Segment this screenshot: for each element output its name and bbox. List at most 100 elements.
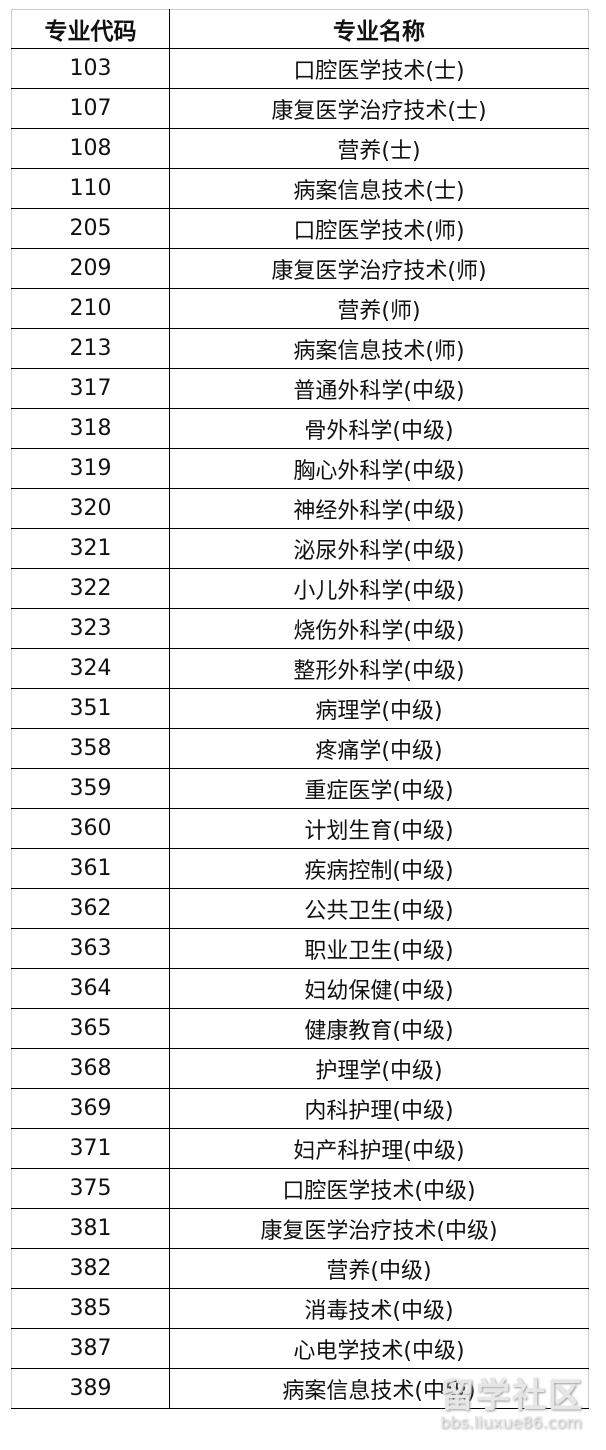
table-row: 358 疼痛学(中级) (11, 728, 589, 769)
cell-code: 387 (11, 1328, 170, 1369)
cell-code: 107 (11, 88, 170, 129)
table-row: 103 口腔医学技术(士) (11, 48, 589, 89)
table-row: 323 烧伤外科学(中级) (11, 608, 589, 649)
cell-code: 320 (11, 488, 170, 529)
cell-name: 疼痛学(中级) (169, 728, 589, 769)
header-row: 专业代码 专业名称 (11, 9, 589, 49)
cell-name: 整形外科学(中级) (169, 648, 589, 689)
cell-name: 妇幼保健(中级) (169, 968, 589, 1009)
cell-code: 103 (11, 48, 170, 89)
cell-code: 108 (11, 128, 170, 169)
cell-name: 职业卫生(中级) (169, 928, 589, 969)
cell-name: 疾病控制(中级) (169, 848, 589, 889)
cell-name: 心电学技术(中级) (169, 1328, 589, 1369)
cell-name: 神经外科学(中级) (169, 488, 589, 529)
cell-name: 口腔医学技术(中级) (169, 1168, 589, 1209)
cell-code: 389 (11, 1368, 170, 1409)
table-row: 368 护理学(中级) (11, 1048, 589, 1089)
cell-code: 385 (11, 1288, 170, 1329)
watermark-url: bbs.liuxue86.com (440, 1413, 582, 1432)
cell-code: 361 (11, 848, 170, 889)
cell-name: 病案信息技术(师) (169, 328, 589, 369)
cell-code: 322 (11, 568, 170, 609)
cell-code: 209 (11, 248, 170, 289)
cell-code: 364 (11, 968, 170, 1009)
table-row: 351 病理学(中级) (11, 688, 589, 729)
cell-name: 烧伤外科学(中级) (169, 608, 589, 649)
table-row: 321 泌尿外科学(中级) (11, 528, 589, 569)
table-row: 371 妇产科护理(中级) (11, 1128, 589, 1169)
cell-code: 381 (11, 1208, 170, 1249)
table-row: 361 疾病控制(中级) (11, 848, 589, 889)
cell-name: 口腔医学技术(士) (169, 48, 589, 89)
table-row: 360 计划生育(中级) (11, 808, 589, 849)
cell-code: 365 (11, 1008, 170, 1049)
specialty-table: 专业代码 专业名称 103 口腔医学技术(士) 107 康复医学治疗技术(士) 108 营… (11, 9, 589, 1409)
cell-name: 小儿外科学(中级) (169, 568, 589, 609)
table-row: 375 口腔医学技术(中级) (11, 1168, 589, 1209)
cell-code: 371 (11, 1128, 170, 1169)
cell-name: 消毒技术(中级) (169, 1288, 589, 1329)
table-row: 213 病案信息技术(师) (11, 328, 589, 369)
cell-name: 护理学(中级) (169, 1048, 589, 1089)
cell-code: 363 (11, 928, 170, 969)
cell-code: 382 (11, 1248, 170, 1289)
table-row: 107 康复医学治疗技术(士) (11, 88, 589, 129)
cell-name: 公共卫生(中级) (169, 888, 589, 929)
cell-name: 泌尿外科学(中级) (169, 528, 589, 569)
table-row: 110 病案信息技术(士) (11, 168, 589, 209)
cell-code: 362 (11, 888, 170, 929)
cell-name: 康复医学治疗技术(中级) (169, 1208, 589, 1249)
cell-name: 内科护理(中级) (169, 1088, 589, 1129)
cell-name: 病案信息技术(士) (169, 168, 589, 209)
table-row: 205 口腔医学技术(师) (11, 208, 589, 249)
cell-name: 营养(师) (169, 288, 589, 329)
cell-code: 213 (11, 328, 170, 369)
table-row: 210 营养(师) (11, 288, 589, 329)
cell-code: 359 (11, 768, 170, 809)
cell-code: 205 (11, 208, 170, 249)
cell-name: 营养(士) (169, 128, 589, 169)
table-row: 362 公共卫生(中级) (11, 888, 589, 929)
cell-name: 口腔医学技术(师) (169, 208, 589, 249)
table-row: 324 整形外科学(中级) (11, 648, 589, 689)
cell-name: 妇产科护理(中级) (169, 1128, 589, 1169)
cell-name: 重症医学(中级) (169, 768, 589, 809)
cell-name: 骨外科学(中级) (169, 408, 589, 449)
cell-code: 375 (11, 1168, 170, 1209)
cell-name: 康复医学治疗技术(师) (169, 248, 589, 289)
cell-code: 319 (11, 448, 170, 489)
table-row: 108 营养(士) (11, 128, 589, 169)
cell-name: 健康教育(中级) (169, 1008, 589, 1049)
header-name: 专业名称 (169, 9, 589, 49)
table-row: 359 重症医学(中级) (11, 768, 589, 809)
cell-code: 369 (11, 1088, 170, 1129)
cell-name: 病案信息技术(中级) (169, 1368, 589, 1409)
table-row: 319 胸心外科学(中级) (11, 448, 589, 489)
cell-code: 360 (11, 808, 170, 849)
cell-code: 351 (11, 688, 170, 729)
cell-name: 康复医学治疗技术(士) (169, 88, 589, 129)
cell-code: 368 (11, 1048, 170, 1089)
table-row: 365 健康教育(中级) (11, 1008, 589, 1049)
cell-code: 358 (11, 728, 170, 769)
cell-code: 321 (11, 528, 170, 569)
table-row: 381 康复医学治疗技术(中级) (11, 1208, 589, 1249)
table-row: 317 普通外科学(中级) (11, 368, 589, 409)
cell-code: 323 (11, 608, 170, 649)
cell-name: 计划生育(中级) (169, 808, 589, 849)
table-row: 387 心电学技术(中级) (11, 1328, 589, 1369)
cell-name: 营养(中级) (169, 1248, 589, 1289)
table-row: 389 病案信息技术(中级) (11, 1368, 589, 1409)
table-row: 364 妇幼保健(中级) (11, 968, 589, 1009)
table-row: 318 骨外科学(中级) (11, 408, 589, 449)
table-row: 209 康复医学治疗技术(师) (11, 248, 589, 289)
table-row: 363 职业卫生(中级) (11, 928, 589, 969)
table-row: 382 营养(中级) (11, 1248, 589, 1289)
table-row: 322 小儿外科学(中级) (11, 568, 589, 609)
cell-code: 324 (11, 648, 170, 689)
cell-code: 210 (11, 288, 170, 329)
table-row: 369 内科护理(中级) (11, 1088, 589, 1129)
cell-code: 318 (11, 408, 170, 449)
header-code: 专业代码 (11, 9, 170, 49)
